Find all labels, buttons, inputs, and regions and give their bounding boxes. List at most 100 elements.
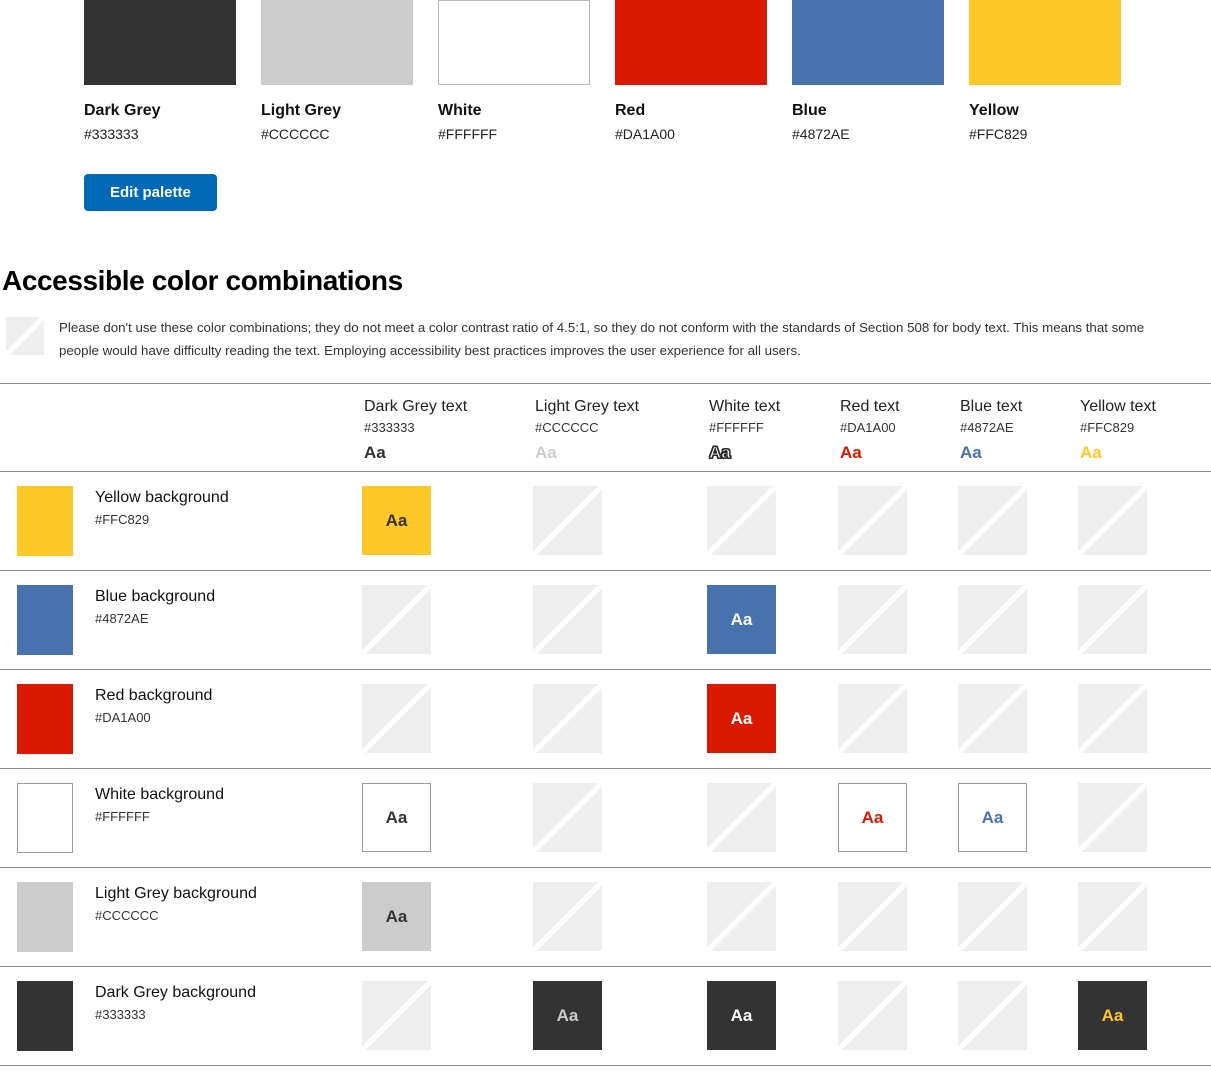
row-label: Light Grey background — [95, 884, 257, 902]
text-color-hex: #333333 — [364, 419, 415, 435]
text-color-label: White text — [709, 397, 781, 415]
matrix-cell: Aa — [707, 684, 838, 754]
matrix-row: Light Grey background #CCCCCC Aa — [0, 866, 1211, 966]
matrix-header-cell: Light Grey text #CCCCCC Aa — [533, 398, 707, 471]
text-color-hex: #FFC829 — [1080, 419, 1135, 435]
row-header-cell: Dark Grey background #333333 — [0, 980, 362, 1051]
matrix-cell — [958, 585, 1078, 655]
text-sample: Aa — [960, 442, 982, 462]
non-accessible-tile — [362, 684, 431, 754]
matrix-cell: Aa — [707, 585, 838, 655]
matrix-cell — [533, 783, 707, 853]
palette-card: White #FFFFFF — [438, 0, 590, 142]
palette-name: Yellow — [969, 102, 1019, 119]
palette-swatch — [615, 0, 767, 85]
accessible-combo-tile: Aa — [362, 486, 431, 556]
row-labels: White background #FFFFFF — [95, 783, 224, 853]
palette-hex: #FFC829 — [969, 126, 1028, 142]
non-accessible-tile — [1078, 486, 1147, 556]
non-accessible-tile — [1078, 882, 1147, 952]
row-labels: Dark Grey background #333333 — [95, 981, 256, 1051]
edit-palette-button[interactable]: Edit palette — [84, 174, 217, 211]
non-accessible-tile — [533, 585, 602, 655]
text-color-label: Blue text — [960, 397, 1023, 415]
matrix-cell — [533, 882, 707, 952]
palette-card: Light Grey #CCCCCC — [261, 0, 413, 142]
row-swatch — [17, 881, 73, 952]
non-accessible-tile — [838, 585, 907, 655]
row-labels: Red background #DA1A00 — [95, 684, 212, 754]
non-accessible-tile — [838, 981, 907, 1051]
matrix-cell — [1078, 882, 1211, 952]
non-accessible-tile — [958, 882, 1027, 952]
palette-name: Red — [615, 102, 646, 119]
non-accessible-tile — [1078, 585, 1147, 655]
text-color-hex: #4872AE — [960, 419, 1014, 435]
palette-swatch — [969, 0, 1121, 85]
accessible-combo-tile: Aa — [707, 981, 776, 1051]
matrix-row: Red background #DA1A00 Aa — [0, 668, 1211, 768]
accessible-combo-tile: Aa — [362, 882, 431, 952]
row-swatch — [17, 584, 73, 655]
palette-card: Yellow #FFC829 — [969, 0, 1121, 142]
row-swatch — [17, 980, 73, 1051]
matrix-row: White background #FFFFFF Aa Aa Aa — [0, 767, 1211, 867]
text-color-hex: #DA1A00 — [840, 419, 896, 435]
non-accessible-tile — [707, 486, 776, 556]
palette-card: Red #DA1A00 — [615, 0, 767, 142]
table-bottom-divider — [0, 1064, 1211, 1066]
matrix-cell: Aa — [533, 981, 707, 1051]
non-accessible-tile — [533, 486, 602, 556]
non-accessible-tile — [838, 684, 907, 754]
palette-hex: #333333 — [84, 126, 139, 142]
palette-name: White — [438, 102, 482, 119]
text-color-label: Yellow text — [1080, 397, 1156, 415]
matrix-cell — [533, 684, 707, 754]
accessible-combo-tile: Aa — [707, 684, 776, 754]
text-sample: Aa — [1080, 442, 1102, 462]
matrix-cell — [838, 585, 958, 655]
row-swatch — [17, 485, 73, 556]
row-labels: Blue background #4872AE — [95, 585, 215, 655]
row-header-cell: Yellow background #FFC829 — [0, 485, 362, 556]
non-accessible-tile — [533, 882, 602, 952]
row-swatch — [17, 683, 73, 754]
text-sample: Aa — [840, 442, 862, 462]
palette-hex: #4872AE — [792, 126, 850, 142]
text-sample: Aa — [709, 442, 732, 462]
non-accessible-tile — [1078, 684, 1147, 754]
matrix-cell — [1078, 486, 1211, 556]
matrix-cell — [958, 486, 1078, 556]
palette-swatches: Dark Grey #333333 Light Grey #CCCCCC White #F… — [0, 0, 1211, 142]
text-sample: Aa — [364, 442, 386, 462]
non-accessible-tile — [707, 783, 776, 853]
accessible-combo-tile: Aa — [533, 981, 602, 1051]
matrix-header-cell: Dark Grey text #333333 Aa — [362, 398, 533, 471]
matrix-row: Yellow background #FFC829 Aa — [0, 470, 1211, 570]
header-empty-cell — [0, 398, 362, 471]
palette-name: Blue — [792, 102, 827, 119]
matrix-cell: Aa — [707, 981, 838, 1051]
matrix-cell: Aa — [362, 486, 533, 556]
row-header-cell: Red background #DA1A00 — [0, 683, 362, 754]
matrix-cell — [958, 882, 1078, 952]
row-header-cell: Blue background #4872AE — [0, 584, 362, 655]
matrix-cell — [838, 981, 958, 1051]
accessible-combo-tile: Aa — [838, 783, 907, 853]
matrix-cell — [958, 981, 1078, 1051]
palette-swatch — [84, 0, 236, 85]
matrix-cell — [362, 981, 533, 1051]
matrix-cell — [838, 684, 958, 754]
table-header-row: Dark Grey text #333333 Aa Light Grey text #C… — [0, 382, 1211, 471]
text-color-hex: #CCCCCC — [535, 419, 599, 435]
non-accessible-tile — [958, 585, 1027, 655]
matrix-cell — [707, 882, 838, 952]
text-sample: Aa — [535, 442, 557, 462]
text-color-label: Dark Grey text — [364, 397, 468, 415]
matrix-cell — [1078, 684, 1211, 754]
palette-swatch — [792, 0, 944, 85]
non-accessible-tile — [707, 882, 776, 952]
non-accessible-tile — [838, 486, 907, 556]
row-header-cell: Light Grey background #CCCCCC — [0, 881, 362, 952]
matrix-cell — [533, 585, 707, 655]
